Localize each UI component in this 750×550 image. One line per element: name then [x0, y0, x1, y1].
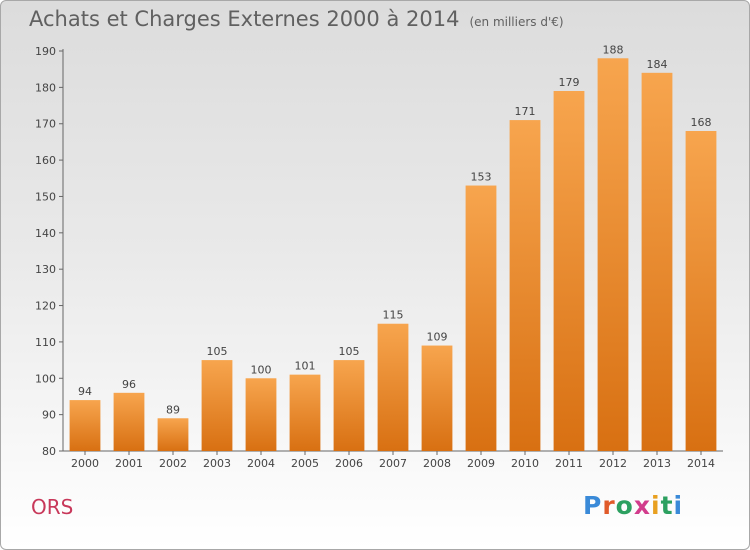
y-tick-label: 190	[35, 45, 56, 58]
y-tick-label: 100	[35, 372, 56, 385]
y-tick-label: 120	[35, 300, 56, 313]
x-tick-label: 2012	[599, 457, 627, 470]
x-tick-label: 2002	[159, 457, 187, 470]
bar	[465, 185, 497, 451]
bar	[201, 360, 233, 451]
bar	[421, 345, 453, 451]
bar	[289, 374, 321, 451]
bar	[641, 72, 673, 452]
bar-value-label: 101	[295, 360, 316, 373]
bar-value-label: 179	[559, 76, 580, 89]
x-tick-label: 2014	[687, 457, 715, 470]
x-tick-label: 2010	[511, 457, 539, 470]
proxiti-logo: Proxiti	[583, 491, 684, 520]
x-tick-label: 2005	[291, 457, 319, 470]
bar	[509, 120, 541, 451]
y-tick-label: 90	[42, 409, 56, 422]
bar-value-label: 153	[471, 171, 492, 184]
commune-name: ORS	[31, 495, 74, 519]
bar-value-label: 105	[207, 345, 228, 358]
chart-title-text: Achats et Charges Externes 2000 à 2014	[29, 7, 460, 31]
bar-value-label: 100	[251, 363, 272, 376]
bar	[113, 392, 145, 451]
x-tick-label: 2001	[115, 457, 143, 470]
bar	[333, 360, 365, 451]
x-tick-label: 2000	[71, 457, 99, 470]
bar-value-label: 168	[691, 116, 712, 129]
x-tick-label: 2009	[467, 457, 495, 470]
y-tick-label: 170	[35, 118, 56, 131]
x-tick-label: 2013	[643, 457, 671, 470]
x-tick-label: 2007	[379, 457, 407, 470]
bar-value-label: 188	[603, 43, 624, 56]
bar	[245, 378, 277, 451]
bar-value-label: 184	[647, 58, 668, 71]
bar	[685, 131, 717, 451]
bar	[157, 418, 189, 451]
x-tick-label: 2003	[203, 457, 231, 470]
y-tick-label: 150	[35, 190, 56, 203]
bar-value-label: 105	[339, 345, 360, 358]
chart-subtitle: (en milliers d'€)	[469, 15, 564, 29]
x-tick-label: 2006	[335, 457, 363, 470]
chart-title: Achats et Charges Externes 2000 à 2014 (e…	[29, 7, 564, 31]
y-tick-label: 80	[42, 445, 56, 458]
y-tick-label: 180	[35, 81, 56, 94]
y-tick-label: 110	[35, 336, 56, 349]
bar	[377, 323, 409, 451]
bar	[597, 58, 629, 451]
bar	[69, 400, 101, 451]
bar-value-label: 89	[166, 403, 180, 416]
y-tick-label: 140	[35, 227, 56, 240]
x-tick-label: 2011	[555, 457, 583, 470]
x-tick-label: 2008	[423, 457, 451, 470]
bar-value-label: 115	[383, 309, 404, 322]
bar	[553, 91, 585, 451]
bar-value-label: 94	[78, 385, 92, 398]
bar-value-label: 171	[515, 105, 536, 118]
y-tick-label: 160	[35, 154, 56, 167]
x-tick-label: 2004	[247, 457, 275, 470]
y-tick-label: 130	[35, 263, 56, 276]
bar-value-label: 109	[427, 331, 448, 344]
bar-value-label: 96	[122, 378, 136, 391]
